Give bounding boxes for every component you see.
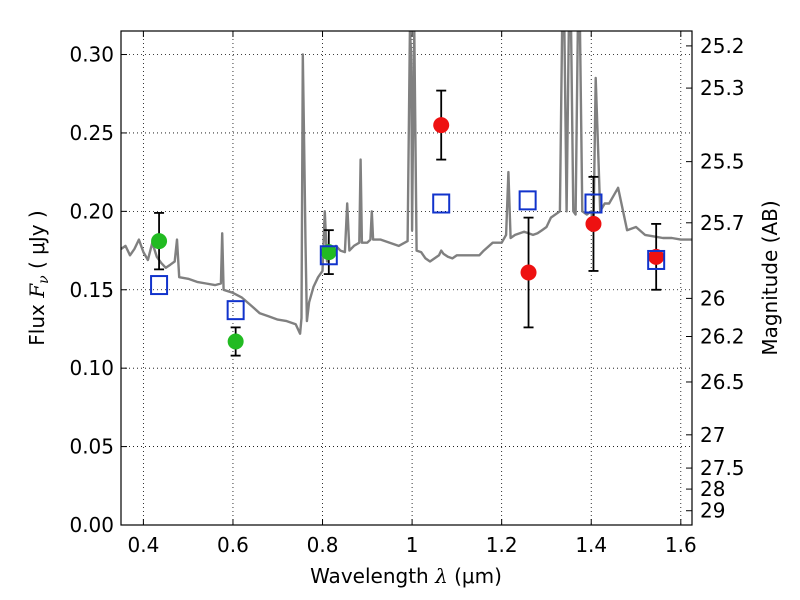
right-tick-label: 25.2 — [700, 34, 745, 58]
data-point-circle — [433, 117, 450, 134]
model-point-square — [518, 190, 537, 211]
right-tick-label: 26.5 — [700, 370, 745, 394]
right-tick-label: 29 — [700, 499, 725, 523]
y-axis-label: Flux Fν ( μJy ) — [25, 210, 52, 345]
right-tick-label: 27.5 — [700, 456, 745, 480]
spectrum-line — [121, 31, 692, 335]
right-tick-label: 25.5 — [700, 150, 745, 174]
y-tick-label: 0.00 — [69, 513, 114, 537]
right-tick-label: 27 — [700, 423, 725, 447]
right-tick-label: 25.3 — [700, 76, 745, 100]
y-axis-subscript: ν — [36, 275, 52, 284]
y-tick-label: 0.30 — [69, 43, 114, 67]
y-tick-label: 0.15 — [69, 278, 114, 302]
x-tick-label: 0.6 — [217, 533, 249, 557]
right-tick-label: 25.7 — [700, 211, 745, 235]
spectrum-layer — [121, 31, 692, 335]
y-tick-label: 0.10 — [69, 356, 114, 380]
model-point-square — [226, 300, 245, 321]
y-axis-symbol: F — [25, 283, 49, 299]
model-point-square — [432, 193, 451, 214]
data-point-circle — [227, 333, 244, 350]
right-tick-label: 26.2 — [700, 324, 745, 348]
model-point-square — [647, 249, 666, 270]
model-point-square — [319, 245, 338, 266]
data-point-circle — [151, 233, 168, 250]
x-tick-label: 1.2 — [486, 533, 518, 557]
data-point-circle — [320, 244, 337, 261]
data-point-circle — [648, 248, 665, 265]
right-tick-label: 26 — [700, 286, 725, 310]
x-tick-label: 0.4 — [127, 533, 159, 557]
tick-layer: 0.4 0.6 0.8 1 1.2 1.4 1.6 0.00 0.05 0.10 0.15 0.20 0… — [69, 31, 745, 557]
y-tick-label: 0.20 — [69, 199, 114, 223]
x-tick-label: 1.4 — [575, 533, 607, 557]
model-point-square — [584, 193, 603, 214]
right-tick-label: 28 — [700, 477, 725, 501]
plot-frame — [120, 30, 693, 526]
x-axis-symbol: λ — [434, 564, 448, 588]
right-axis-label: Magnitude (AB) — [758, 200, 782, 355]
y-tick-label: 0.05 — [69, 435, 114, 459]
x-tick-label: 0.8 — [307, 533, 339, 557]
x-tick-label: 1.6 — [665, 533, 697, 557]
model-point-square — [150, 275, 169, 296]
y-tick-label: 0.25 — [69, 121, 114, 145]
data-point-circle — [520, 264, 537, 281]
x-axis-label: Wavelength λ (μm) — [310, 564, 502, 588]
data-point-circle — [585, 215, 602, 232]
marker-layer — [150, 89, 666, 357]
x-tick-label: 1 — [406, 533, 419, 557]
